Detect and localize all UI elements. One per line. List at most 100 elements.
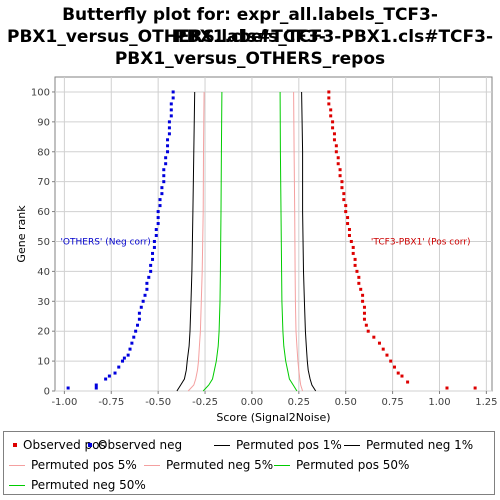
y-tick-label-3: 30 xyxy=(37,297,50,308)
legend-swatch-permuted-pos-1 xyxy=(214,445,230,446)
point-observed-neg-49 xyxy=(170,114,173,117)
point-observed-pos-12 xyxy=(365,324,368,327)
point-observed-neg-20 xyxy=(145,288,148,291)
point-observed-pos-13 xyxy=(363,318,366,321)
point-observed-neg-31 xyxy=(157,222,160,225)
legend-swatch-permuted-pos-50 xyxy=(274,465,290,466)
point-observed-pos-31 xyxy=(344,210,347,213)
legend-swatch-permuted-neg-1 xyxy=(344,445,360,446)
point-observed-pos-0 xyxy=(474,387,477,390)
point-observed-pos-3 xyxy=(400,375,403,378)
legend-label-permuted-pos-1: Permuted pos 1% xyxy=(236,438,342,452)
y-tick-label-0: 0 xyxy=(44,387,50,398)
y-tick-label-8: 80 xyxy=(37,147,50,158)
point-observed-neg-11 xyxy=(130,342,133,345)
point-observed-pos-8 xyxy=(382,348,385,351)
point-observed-pos-27 xyxy=(348,234,351,237)
point-observed-pos-49 xyxy=(327,102,330,105)
point-observed-pos-6 xyxy=(389,360,392,363)
point-observed-neg-48 xyxy=(168,120,171,123)
point-observed-neg-7 xyxy=(121,360,124,363)
point-observed-pos-2 xyxy=(406,381,409,384)
point-observed-pos-16 xyxy=(361,300,364,303)
point-observed-pos-23 xyxy=(354,258,357,261)
x-tick-label-2: -0.50 xyxy=(145,397,171,408)
point-observed-pos-5 xyxy=(393,366,396,369)
x-tick-label-7: 0.75 xyxy=(381,397,403,408)
point-observed-neg-2 xyxy=(95,384,98,387)
point-observed-neg-4 xyxy=(108,375,111,378)
point-observed-pos-15 xyxy=(363,306,366,309)
y-tick-label-2: 20 xyxy=(37,327,50,338)
point-observed-neg-19 xyxy=(144,294,147,297)
point-observed-pos-20 xyxy=(357,276,360,279)
point-observed-pos-1 xyxy=(445,387,448,390)
point-observed-pos-51 xyxy=(327,90,330,93)
legend-swatch-permuted-neg-50 xyxy=(9,485,25,486)
y-tick-label-7: 70 xyxy=(37,177,50,188)
point-observed-neg-0 xyxy=(67,387,70,390)
point-observed-pos-45 xyxy=(331,126,334,129)
point-observed-neg-13 xyxy=(134,330,137,333)
point-observed-pos-50 xyxy=(327,96,330,99)
point-observed-pos-46 xyxy=(331,120,334,123)
x-tick-label-5: 0.25 xyxy=(288,397,310,408)
point-observed-pos-47 xyxy=(329,114,332,117)
point-observed-neg-36 xyxy=(160,192,163,195)
legend-label-observed-pos: Observed pos xyxy=(23,438,106,452)
point-observed-neg-12 xyxy=(132,336,135,339)
point-observed-neg-45 xyxy=(166,138,169,141)
point-observed-pos-43 xyxy=(333,138,336,141)
point-observed-neg-9 xyxy=(127,354,130,357)
x-tick-label-0: -1.00 xyxy=(51,397,77,408)
y-tick-label-9: 90 xyxy=(37,117,50,128)
point-observed-pos-22 xyxy=(354,264,357,267)
point-observed-neg-40 xyxy=(162,168,165,171)
point-observed-neg-27 xyxy=(153,246,156,249)
legend-label-permuted-pos-5: Permuted pos 5% xyxy=(31,458,137,472)
point-observed-neg-51 xyxy=(170,102,173,105)
point-observed-neg-28 xyxy=(153,240,156,243)
point-observed-pos-34 xyxy=(342,192,345,195)
point-observed-pos-39 xyxy=(337,162,340,165)
point-observed-pos-9 xyxy=(378,342,381,345)
point-observed-pos-14 xyxy=(363,312,366,315)
point-observed-pos-37 xyxy=(339,174,342,177)
legend: Observed pos Observed neg Permuted pos 1% P… xyxy=(3,431,495,495)
point-observed-neg-43 xyxy=(166,150,169,153)
y-axis-label: Gene rank xyxy=(15,205,28,263)
point-observed-pos-7 xyxy=(385,354,388,357)
point-observed-pos-44 xyxy=(333,132,336,135)
point-observed-neg-24 xyxy=(149,264,152,267)
point-observed-neg-1 xyxy=(95,387,98,390)
point-observed-pos-29 xyxy=(346,222,349,225)
point-observed-neg-16 xyxy=(138,312,141,315)
point-observed-neg-42 xyxy=(164,156,167,159)
plot-background xyxy=(55,77,492,391)
legend-label-permuted-neg-5: Permuted neg 5% xyxy=(166,458,273,472)
x-tick-label-3: -0.25 xyxy=(192,397,218,408)
point-observed-neg-22 xyxy=(147,276,150,279)
point-observed-neg-6 xyxy=(117,366,120,369)
point-observed-pos-24 xyxy=(352,252,355,255)
point-observed-neg-37 xyxy=(160,186,163,189)
point-observed-neg-44 xyxy=(166,144,169,147)
point-observed-neg-41 xyxy=(164,162,167,165)
annotation-0: 'OTHERS' (Neg corr) xyxy=(60,237,150,247)
point-observed-pos-33 xyxy=(342,198,345,201)
point-observed-neg-32 xyxy=(157,216,160,219)
legend-label-observed-neg: Observed neg xyxy=(98,438,182,452)
annotation-1: 'TCF3-PBX1' (Pos corr) xyxy=(371,237,471,247)
point-observed-pos-28 xyxy=(348,228,351,231)
point-observed-pos-40 xyxy=(337,156,340,159)
point-observed-neg-18 xyxy=(142,300,145,303)
point-observed-pos-38 xyxy=(339,168,342,171)
point-observed-neg-53 xyxy=(172,90,175,93)
point-observed-pos-42 xyxy=(335,144,338,147)
y-tick-label-1: 10 xyxy=(37,357,50,368)
point-observed-neg-34 xyxy=(159,204,162,207)
point-observed-neg-3 xyxy=(104,378,107,381)
point-observed-pos-35 xyxy=(340,186,343,189)
point-observed-neg-15 xyxy=(138,318,141,321)
